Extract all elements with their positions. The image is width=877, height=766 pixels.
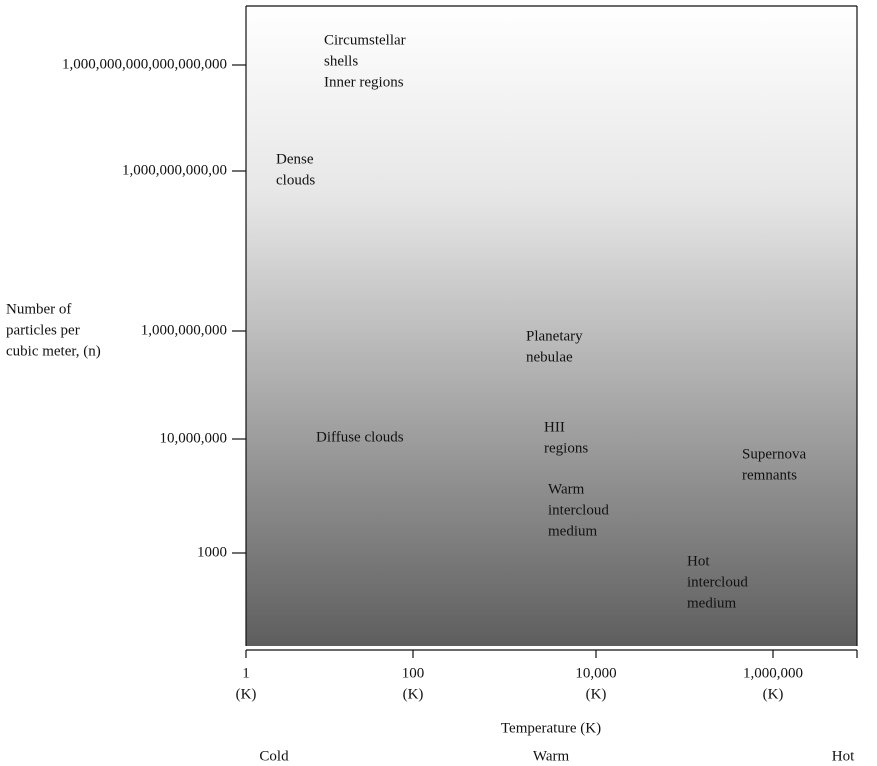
region-label: intercloud — [548, 502, 609, 518]
y-tick-label: 1,000,000,000,00 — [122, 162, 227, 178]
region-label: Hot — [687, 553, 710, 569]
x-tick-label: 1 — [242, 665, 250, 681]
y-tick-label: 10,000,000 — [160, 430, 228, 446]
x-tick-label: 100 — [402, 665, 425, 681]
y-axis-label: cubic meter, (n) — [6, 343, 101, 359]
region-label: remnants — [742, 467, 797, 483]
region-label: intercloud — [687, 574, 748, 590]
y-tick-label: 1,000,000,000,000,000,000 — [62, 56, 227, 72]
y-axis-label: Number of — [6, 301, 71, 317]
region-label: nebulae — [526, 349, 573, 365]
region-label: Diffuse clouds — [316, 429, 404, 445]
y-axis-label: particles per — [6, 322, 80, 338]
region-label: medium — [687, 595, 736, 611]
region-label: HII — [544, 419, 565, 435]
x-tick-unit: (K) — [236, 686, 257, 702]
region-label: regions — [544, 440, 588, 456]
region-label: Circumstellar — [324, 32, 406, 48]
region-label: Supernova — [742, 446, 806, 462]
scale-word: Hot — [832, 748, 855, 764]
y-tick-label: 1000 — [197, 544, 227, 560]
region-label: shells — [324, 53, 358, 69]
x-tick-unit: (K) — [763, 686, 784, 702]
x-axis-label: Temperature (K) — [501, 720, 601, 736]
x-tick-unit: (K) — [586, 686, 607, 702]
region-label: medium — [548, 523, 597, 539]
region-label: clouds — [276, 172, 315, 188]
region-label: Inner regions — [324, 74, 404, 90]
scale-word: Cold — [259, 748, 289, 764]
region-label: Planetary — [526, 328, 583, 344]
plot-area — [246, 6, 857, 646]
region-label: Dense — [276, 151, 314, 167]
x-tick-label: 1,000,000 — [743, 665, 803, 681]
region-label: Warm — [548, 481, 585, 497]
scale-word: Warm — [533, 748, 570, 764]
x-tick-label: 10,000 — [575, 665, 616, 681]
y-tick-label: 1,000,000,000 — [141, 322, 227, 338]
x-tick-unit: (K) — [403, 686, 424, 702]
